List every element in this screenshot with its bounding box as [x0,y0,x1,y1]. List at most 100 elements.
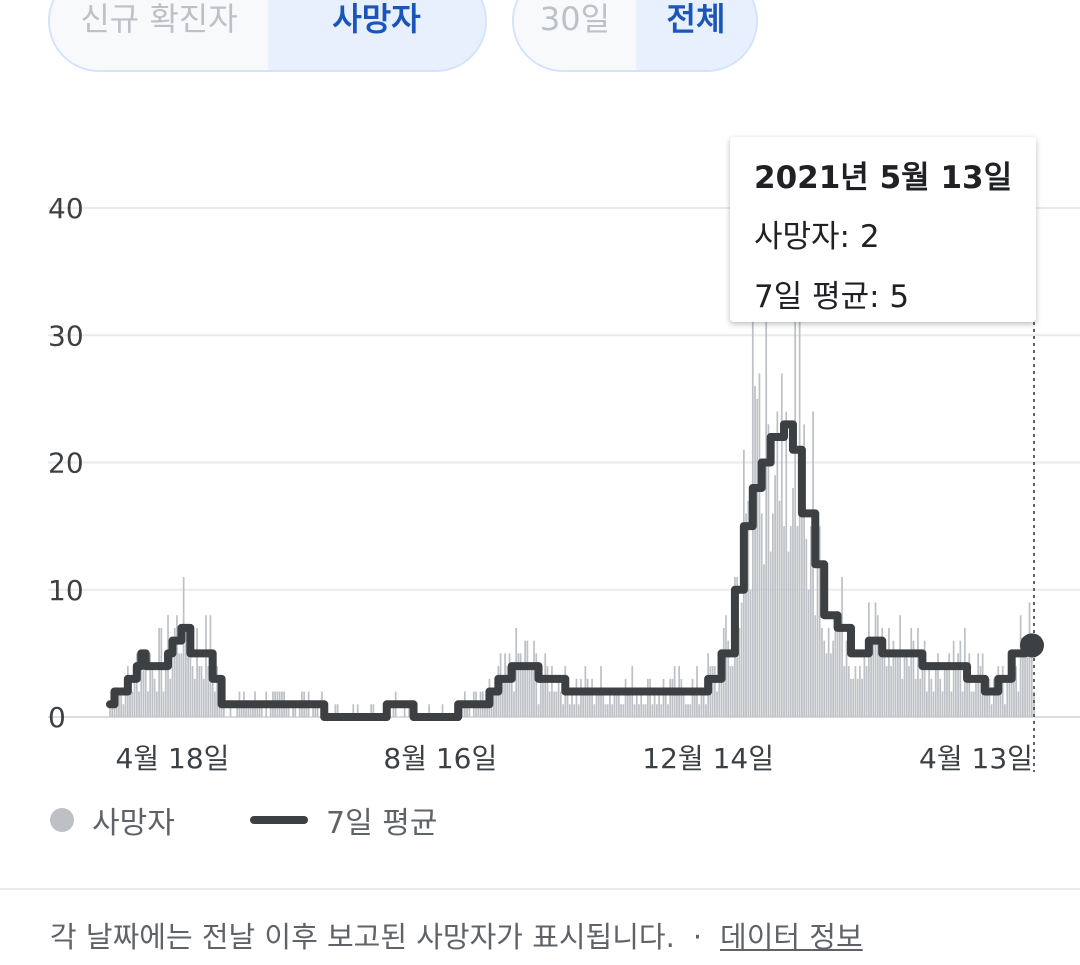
bar-day-7 [124,678,127,717]
bar-day-311 [803,424,805,717]
bar-day-31 [178,653,181,717]
bar-day-231 [624,678,627,717]
bar-day-354 [899,615,901,717]
bar-day-334 [854,666,857,717]
x-tick-label-2: 12월 14일 [642,742,774,775]
bar-day-216 [591,678,593,717]
bar-day-324 [832,640,834,717]
bar-day-307 [794,258,797,717]
bar-day-251 [669,678,672,717]
bar-day-295 [767,424,770,717]
bar-day-290 [756,398,759,717]
bar-day-365 [923,640,926,717]
bar-day-273 [718,666,721,717]
range-all-tab[interactable]: 전체 [636,0,756,70]
bar-day-270 [711,666,714,717]
y-tick-label-0: 0 [48,701,66,734]
bar-day-364 [921,666,924,717]
bar-day-314 [809,526,812,717]
avg-line [106,420,1038,721]
bar-day-193 [539,678,542,717]
bar-day-194 [542,678,544,717]
bar-day-35 [187,653,189,717]
bar-day-326 [836,615,839,717]
deaths-tab[interactable]: 사망자 [268,0,485,70]
bar-day-322 [827,627,830,717]
bar-day-399 [999,678,1002,717]
bar-day-411 [1026,653,1029,717]
bar-day-332 [850,678,852,717]
bar-day-235 [633,704,636,717]
bar-day-266 [702,691,705,717]
bar-day-406 [1015,666,1018,717]
bar-day-38 [193,678,196,717]
bar-day-242 [649,678,651,717]
bar-day-303 [785,411,788,717]
bar-day-183 [517,653,520,717]
bar-day-369 [932,691,935,717]
bar-day-227 [615,691,618,717]
bar-day-396 [992,678,995,717]
bar-day-221 [602,691,605,717]
bar-day-68 [260,704,263,717]
bar-day-88 [305,704,308,717]
bar-day-358 [908,666,910,717]
data-info-link[interactable]: 데이터 정보 [720,920,863,954]
bar-day-64 [251,704,254,717]
bar-day-226 [613,691,616,717]
tooltip-average: 7일 평균: 5 [754,279,910,315]
bar-day-381 [959,640,962,717]
bar-day-168 [484,704,486,717]
bar-day-343 [874,602,877,717]
legend-line-icon [250,816,308,824]
legend-average-label: 7일 평균 [326,806,438,841]
bar-day-403 [1008,678,1011,717]
bar-day-28 [171,640,174,717]
bar-day-286 [747,500,750,717]
bar-day-389 [977,653,980,717]
bar-day-338 [863,653,866,717]
bar-day-317 [816,526,819,717]
legend-average: 7일 평균 [250,798,437,842]
legend-deaths-label: 사망자 [92,806,175,841]
bar-day-132 [403,704,406,717]
deaths-chart[interactable]: 0 10 20 30 40 4월 18일 8월 16일 12월 14일 4월 13일 [0,0,1080,790]
chart-tooltip: 2021년 5월 13일 사망자: 2 7일 평균: 5 [730,137,1036,322]
bar-day-282 [738,627,741,717]
bar-day-178 [506,666,509,717]
bar-day-376 [948,653,951,717]
bar-day-378 [952,640,955,717]
bar-day-33 [182,577,185,717]
bar-day-394 [988,678,991,717]
bar-day-187 [526,640,529,717]
y-tick-label-10: 10 [48,574,84,607]
bar-day-72 [269,704,272,717]
bar-day-414 [1033,691,1035,717]
bar-day-393 [986,691,988,717]
bar-day-320 [823,640,826,717]
bar-day-254 [676,691,678,717]
bar-day-313 [807,589,810,717]
bar-day-5 [120,691,123,717]
bar-day-32 [180,653,183,717]
bar-day-109 [352,704,355,717]
bar-day-223 [606,704,609,717]
bar-day-47 [214,691,216,717]
bar-day-375 [946,666,948,717]
range-30-days-tab[interactable]: 30일 [514,0,636,70]
new-cases-tab[interactable]: 신규 확진자 [50,0,268,70]
bar-day-294 [765,284,768,717]
bar-day-258 [684,704,687,717]
bar-day-291 [758,373,761,717]
bar-day-352 [894,653,897,717]
bar-day-289 [754,386,756,717]
bar-day-240 [644,704,647,717]
bar-day-15 [142,666,145,717]
bar-day-405 [1013,653,1015,717]
bar-day-297 [772,513,774,717]
divider [0,888,1080,890]
bar-day-374 [943,666,946,717]
bar-day-267 [705,704,707,717]
bar-day-219 [597,691,600,717]
bar-day-248 [662,678,665,717]
